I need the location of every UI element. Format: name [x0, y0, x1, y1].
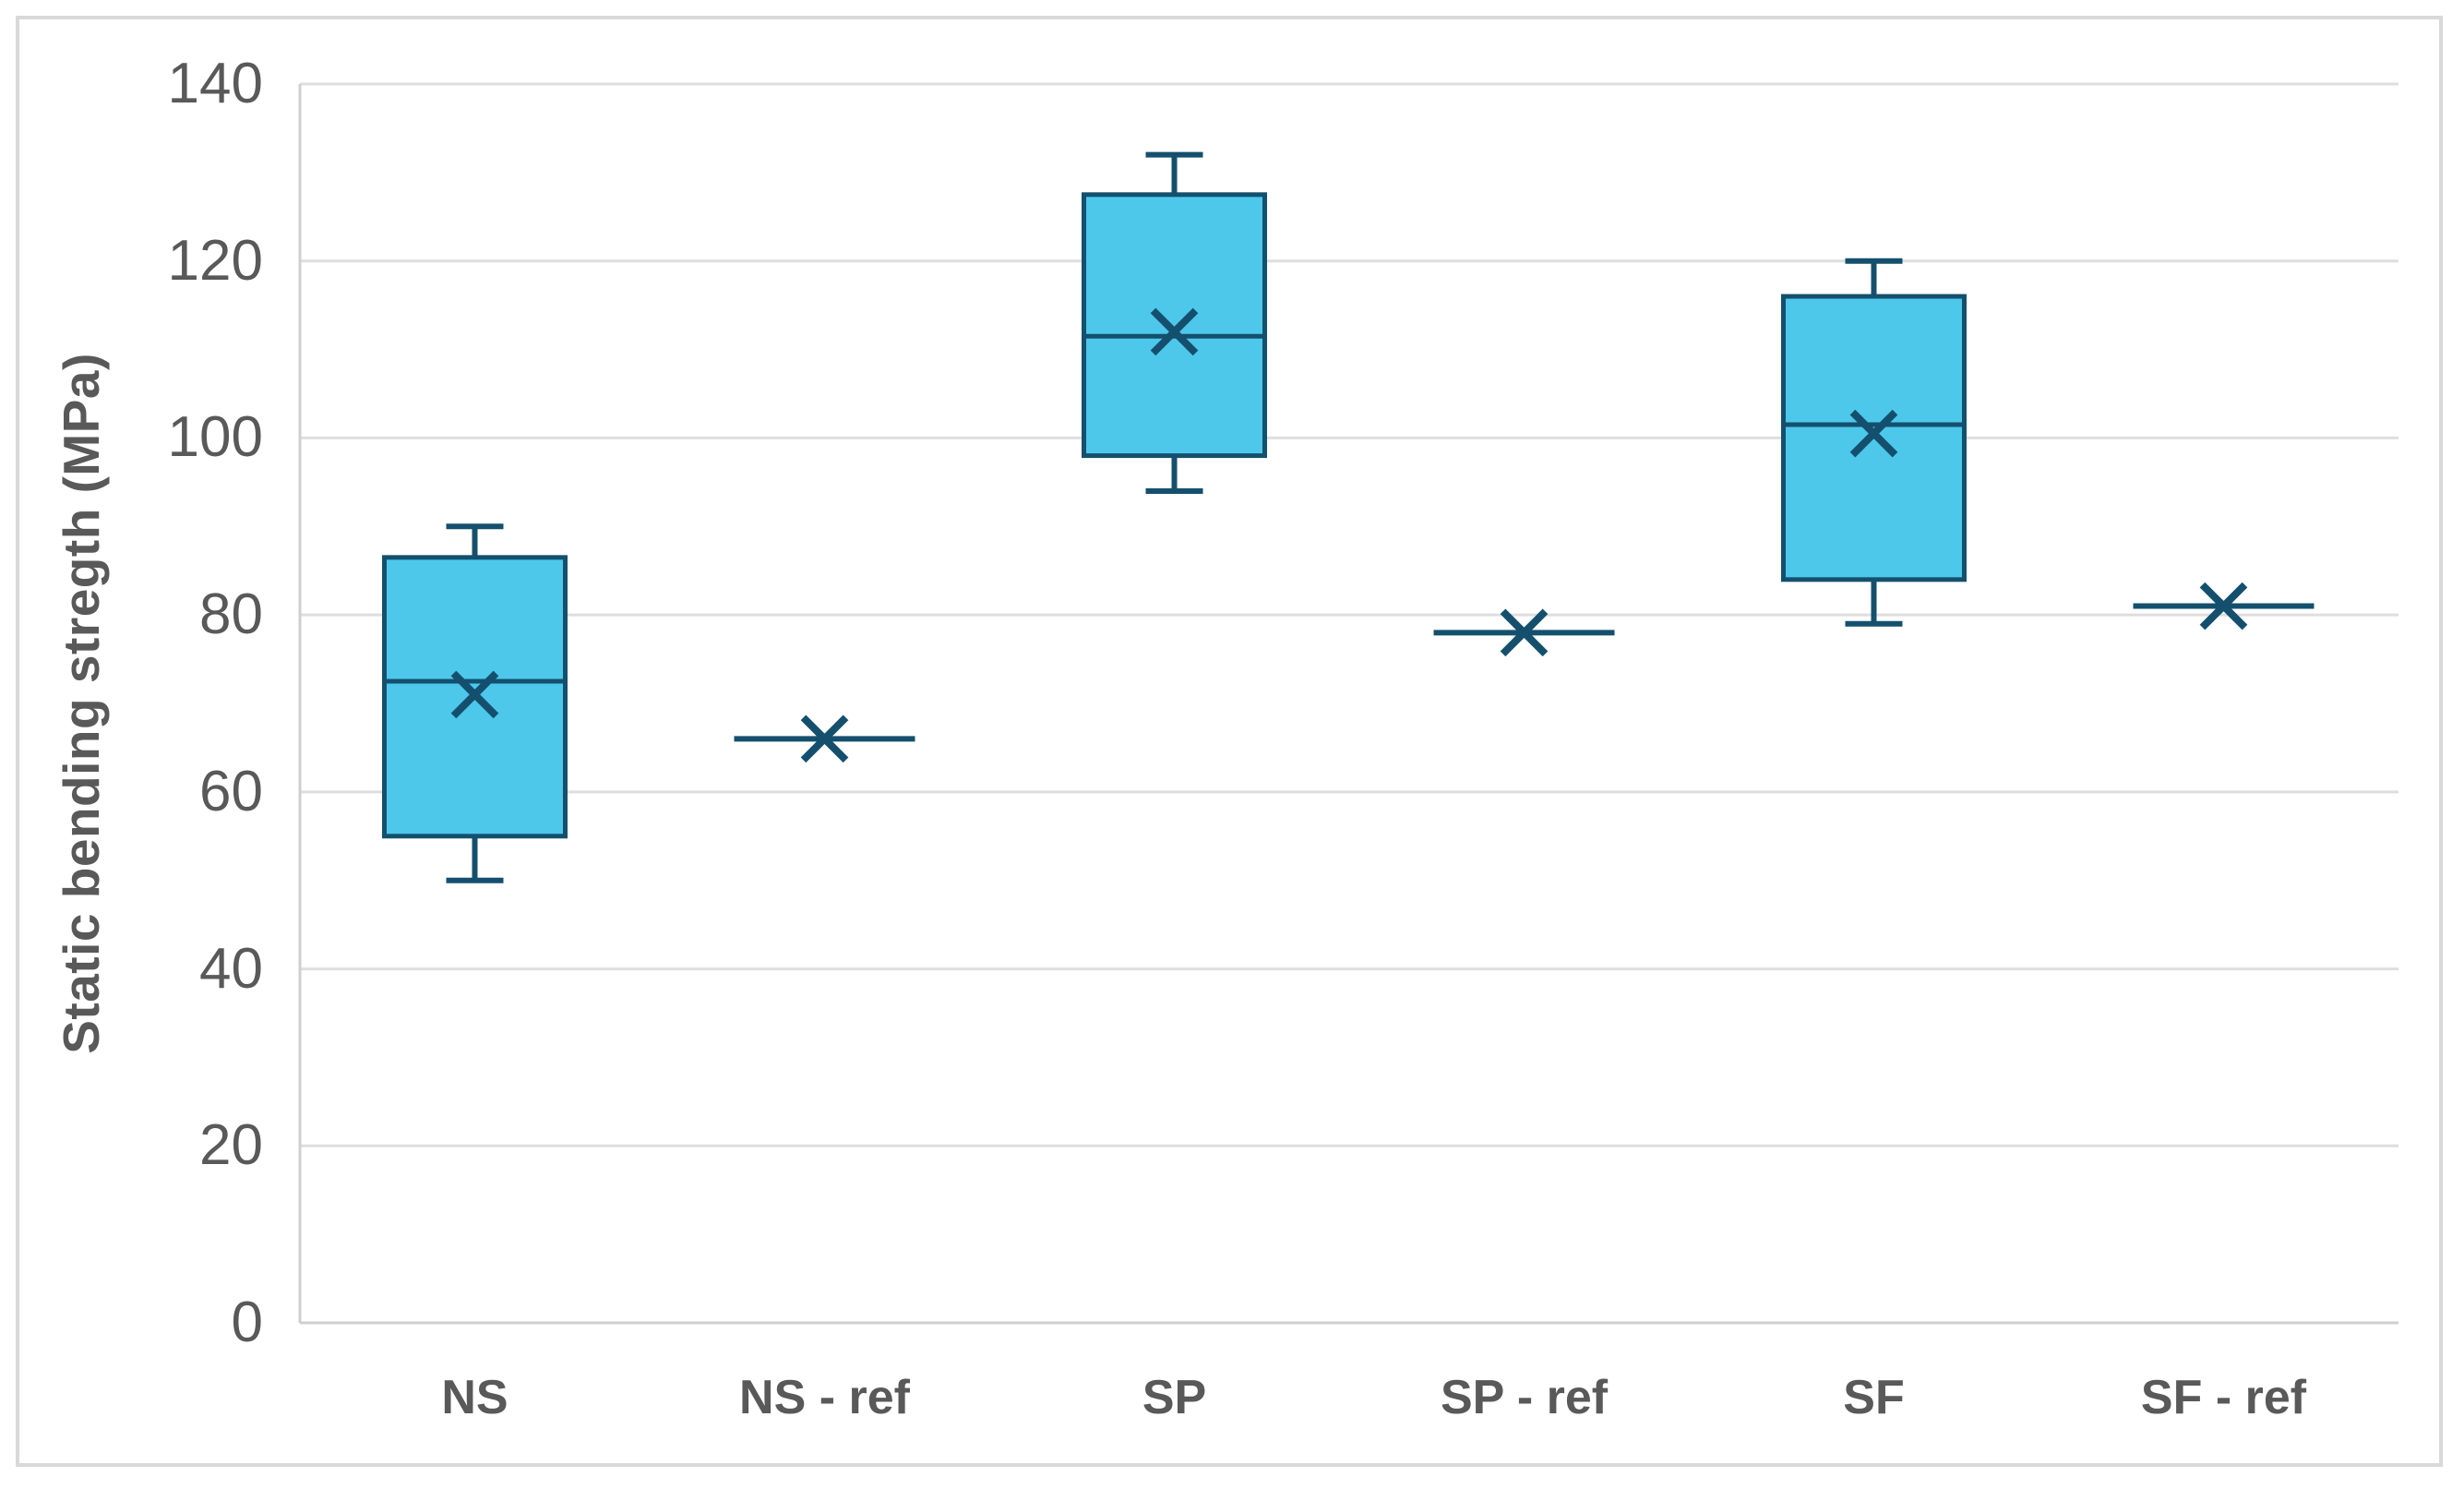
y-tick-label-60: 60 [199, 759, 263, 823]
mean-x-marker [800, 714, 849, 763]
mean-x-marker [1150, 307, 1199, 356]
y-tick-label-80: 80 [199, 582, 263, 647]
y-tick-label-120: 120 [167, 228, 263, 293]
y-axis-tick-labels: 0 20 40 60 80 100 120 140 [0, 0, 263, 1489]
x-axis-tick-labels: NS NS - ref SP SP - ref SF SF - ref [0, 1369, 2464, 1434]
y-tick-label-40: 40 [199, 936, 263, 1001]
chart-outer-border [16, 16, 2443, 1467]
x-tick-label-SP-ref: SP - ref [1440, 1371, 1609, 1424]
x-tick-label-NS: NS [441, 1371, 508, 1424]
x-tick-label-NS-ref: NS - ref [739, 1371, 910, 1424]
box-SP [1082, 192, 1267, 459]
y-tick-label-0: 0 [231, 1291, 263, 1354]
mean-x-marker [2199, 582, 2248, 630]
y-tick-label-100: 100 [167, 405, 263, 470]
y-tick-label-140: 140 [167, 52, 263, 115]
mean-x-marker [450, 670, 499, 719]
x-tick-label-SP: SP [1142, 1371, 1207, 1424]
y-tick-label-20: 20 [199, 1113, 263, 1178]
mean-x-marker [1500, 608, 1549, 657]
x-tick-label-SF-ref: SF - ref [2140, 1371, 2307, 1424]
mean-x-marker [1849, 409, 1898, 458]
x-tick-label-SF: SF [1843, 1371, 1905, 1424]
